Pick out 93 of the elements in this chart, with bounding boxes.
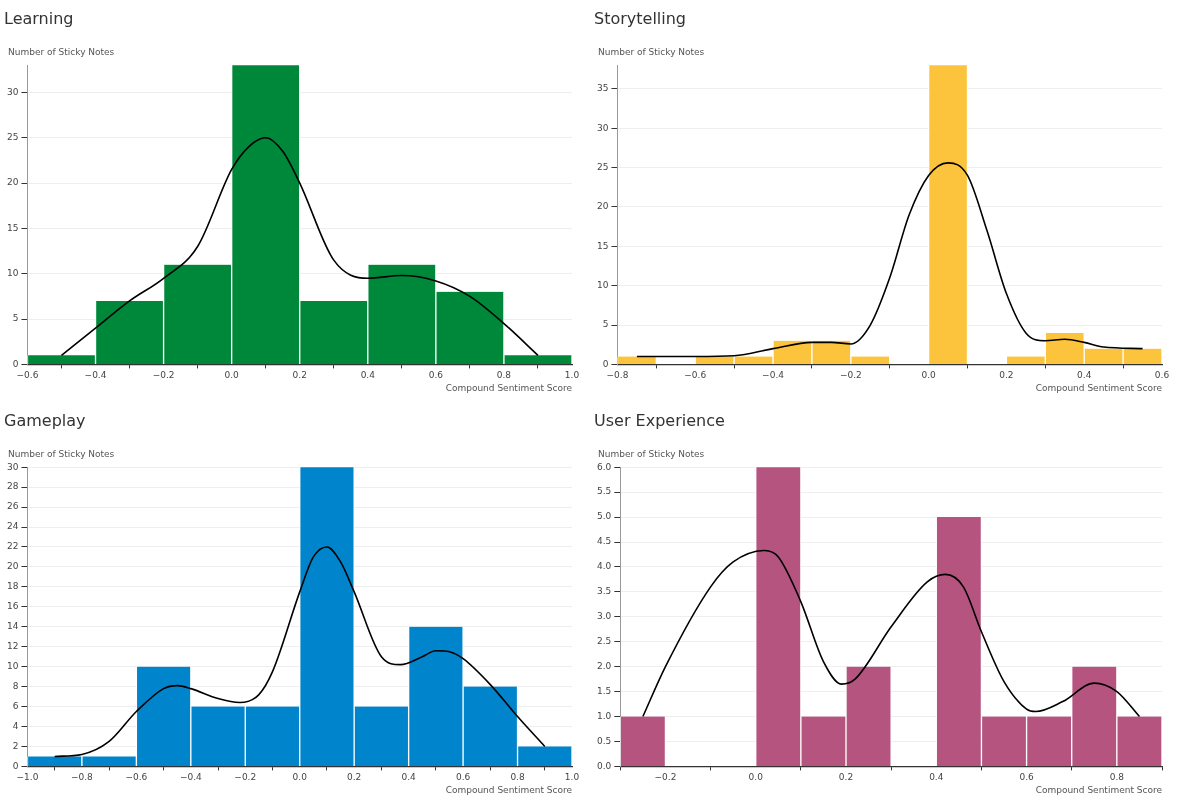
- x-tick-label: −0.2: [152, 370, 175, 381]
- x-tick-label: 0.4: [1077, 370, 1092, 381]
- y-tick-label: 26: [7, 501, 19, 512]
- x-tick-label: 0.4: [929, 772, 944, 783]
- x-axis-title: Compound Sentiment Score: [445, 784, 573, 795]
- y-tick-label: 0: [602, 358, 609, 369]
- x-tick-label: −0.2: [654, 772, 677, 783]
- x-axis-title: Compound Sentiment Score: [445, 382, 573, 393]
- line-series: [60, 136, 539, 357]
- x-tick-label: 0.6: [455, 772, 471, 783]
- chart-title: Gameplay: [4, 410, 86, 430]
- x-tick-label: −1.0: [16, 772, 39, 783]
- x-tick-label: 0.2: [292, 370, 307, 381]
- x-tick-label: 0.0: [292, 772, 308, 783]
- x-tick-label: −0.6: [684, 370, 707, 381]
- x-tick-label: −0.4: [84, 370, 107, 381]
- y-tick-label: 14: [7, 621, 19, 632]
- x-tick-label: 0.6: [428, 370, 444, 381]
- y-tick-label: 1.0: [596, 710, 612, 721]
- x-tick-label: 0.6: [1154, 370, 1170, 381]
- y-tick-label: 30: [7, 461, 19, 472]
- y-axis-title: Number of Sticky Notes: [8, 47, 115, 58]
- y-tick-label: 3.0: [596, 611, 612, 622]
- y-tick-label: 16: [7, 601, 19, 612]
- y-tick-label: 6.0: [596, 461, 612, 472]
- x-tick-label: 0.2: [838, 772, 854, 783]
- y-tick-label: 4: [12, 720, 19, 731]
- y-tick-label: 30: [7, 86, 19, 97]
- x-tick-label: −0.4: [179, 772, 203, 783]
- chart-title: Storytelling: [594, 8, 687, 28]
- y-tick-label: 8: [12, 680, 19, 691]
- x-tick-label: −0.2: [839, 370, 862, 381]
- x-tick-label: 1.0: [564, 772, 580, 783]
- x-tick-label: 0.2: [999, 370, 1014, 381]
- y-tick-label: 3.5: [596, 586, 612, 597]
- y-tick-label: 2: [12, 740, 19, 751]
- x-tick-label: −0.8: [70, 772, 94, 783]
- x-tick-label: −0.6: [16, 370, 39, 381]
- y-axis-title: Number of Sticky Notes: [8, 449, 115, 460]
- y-tick-label: 25: [7, 132, 19, 143]
- x-tick-label: 0.0: [748, 772, 764, 783]
- y-tick-label: 35: [597, 83, 609, 94]
- y-tick-label: 4.5: [596, 536, 612, 547]
- y-tick-label: 22: [7, 541, 19, 552]
- y-tick-label: 15: [7, 222, 19, 233]
- y-tick-label: 18: [7, 581, 19, 592]
- x-tick-label: 0.8: [496, 370, 512, 381]
- y-tick-label: 12: [7, 641, 19, 652]
- y-tick-label: 5.0: [596, 511, 612, 522]
- y-tick-label: 28: [7, 481, 19, 492]
- y-tick-label: 2.5: [596, 636, 612, 647]
- y-tick-label: 0: [12, 358, 19, 369]
- x-tick-label: −0.2: [234, 772, 257, 783]
- line-series: [642, 549, 1141, 718]
- y-tick-label: 20: [7, 561, 19, 572]
- x-tick-label: 0.8: [510, 772, 525, 783]
- y-tick-label: 1.5: [596, 685, 612, 696]
- y-tick-label: 5.5: [596, 486, 612, 497]
- y-tick-label: 10: [7, 268, 19, 279]
- x-tick-label: 0.8: [1109, 772, 1125, 783]
- y-tick-label: 20: [7, 177, 19, 188]
- y-tick-label: 0.5: [596, 735, 612, 746]
- x-tick-label: −0.8: [606, 370, 629, 381]
- y-axis-title: Number of Sticky Notes: [598, 449, 705, 460]
- y-tick-label: 6: [12, 700, 19, 711]
- x-tick-label: −0.4: [762, 370, 785, 381]
- y-axis-title: Number of Sticky Notes: [598, 47, 705, 58]
- chart-title: Learning: [4, 8, 74, 28]
- y-tick-label: 2.0: [596, 661, 612, 672]
- line-series: [53, 546, 546, 758]
- x-axis-title: Compound Sentiment Score: [1035, 382, 1163, 393]
- y-tick-label: 24: [7, 521, 19, 532]
- x-tick-label: −0.6: [125, 772, 148, 783]
- x-tick-label: 0.4: [360, 370, 376, 381]
- x-tick-label: 1.0: [564, 370, 580, 381]
- y-tick-label: 0: [12, 760, 19, 771]
- chart-title: User Experience: [594, 410, 725, 430]
- x-axis-title: Compound Sentiment Score: [1035, 784, 1163, 795]
- y-tick-label: 5: [602, 319, 609, 330]
- x-tick-label: 0.2: [347, 772, 362, 783]
- y-tick-label: 15: [597, 240, 609, 251]
- y-tick-label: 25: [597, 161, 609, 172]
- x-tick-label: 0.6: [1019, 772, 1034, 783]
- y-tick-label: 20: [597, 201, 609, 212]
- x-tick-label: 0.0: [224, 370, 240, 381]
- y-tick-label: 10: [7, 661, 19, 672]
- y-tick-label: 10: [597, 280, 609, 291]
- x-tick-label: 0.4: [401, 772, 417, 783]
- y-tick-label: 5: [12, 313, 19, 324]
- y-tick-label: 4.0: [596, 561, 612, 572]
- y-tick-label: 30: [597, 122, 609, 133]
- y-tick-label: 0.0: [596, 760, 612, 771]
- x-tick-label: 0.0: [921, 370, 937, 381]
